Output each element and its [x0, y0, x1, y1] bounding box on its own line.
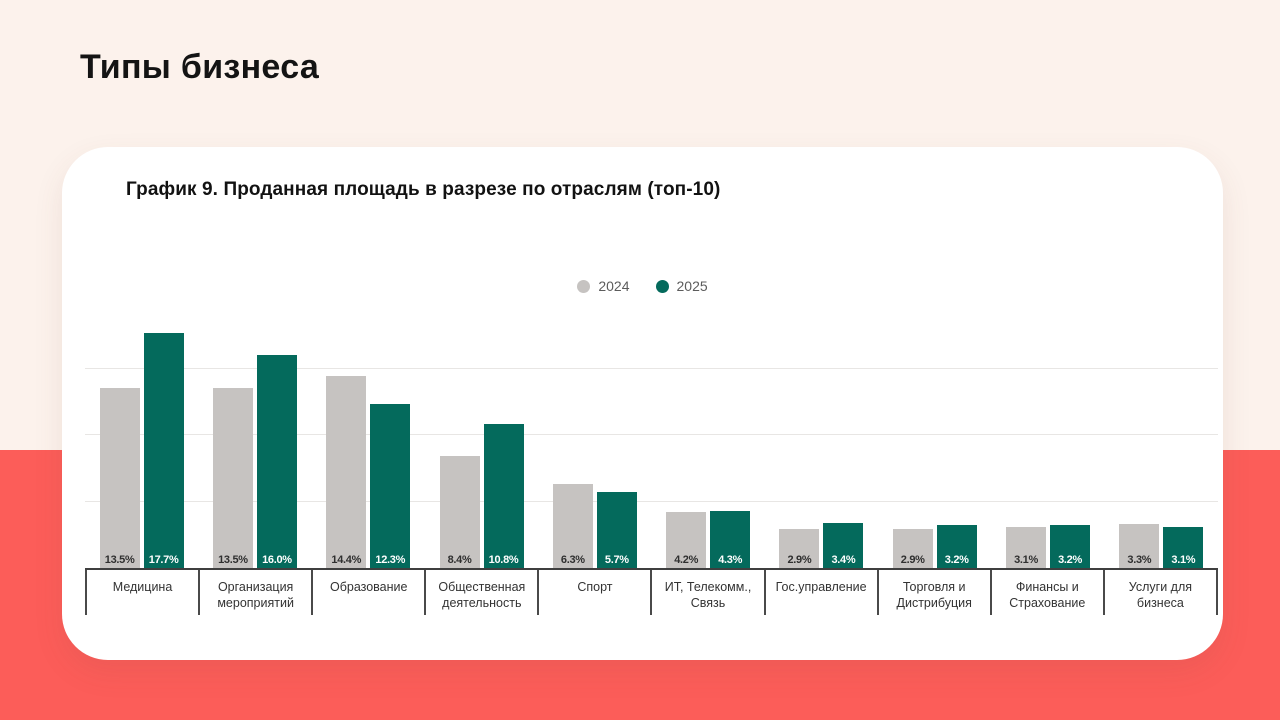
bar-2025: 3.1%	[1163, 526, 1204, 568]
slide-title: Типы бизнеса	[80, 48, 320, 86]
bar-2024: 6.3%	[552, 484, 593, 568]
bar-value-label: 3.3%	[1127, 554, 1152, 566]
bar-group: 3.1% 3.2%	[991, 525, 1104, 568]
bar-2025: 3.2%	[936, 525, 977, 568]
bar-2025: 5.7%	[596, 492, 637, 568]
bar-value-label: 2.9%	[787, 554, 812, 566]
grid-line	[85, 367, 1218, 369]
bar-group: 2.9% 3.4%	[765, 522, 878, 568]
bar-group: 3.3% 3.1%	[1105, 524, 1218, 568]
bar-group: 2.9% 3.2%	[878, 525, 991, 568]
chart-title: График 9. Проданная площадь в разрезе по…	[126, 179, 721, 200]
bar-value-label: 3.4%	[831, 554, 856, 566]
category-label: ИТ, Телекомм., Связь	[650, 570, 763, 615]
bar-value-label: 4.3%	[718, 554, 743, 566]
category-label: Организация мероприятий	[198, 570, 311, 615]
category-label: Образование	[311, 570, 424, 615]
bar-2024: 2.9%	[779, 529, 820, 568]
category-label: Медицина	[85, 570, 198, 615]
grid-line	[85, 434, 1218, 435]
bar-value-label: 3.1%	[1014, 554, 1038, 566]
bar-value-label: 3.2%	[1058, 554, 1082, 566]
legend-item: 2025	[655, 278, 708, 294]
grid-line	[85, 500, 1218, 502]
legend-dot-icon	[655, 279, 669, 293]
bar-2024: 13.5%	[212, 388, 253, 568]
bar-2025: 16.0%	[256, 355, 297, 568]
bar-2024: 8.4%	[439, 456, 480, 568]
bar-2024: 2.9%	[892, 529, 933, 568]
bar-2024: 3.1%	[1006, 526, 1047, 568]
bar-group: 4.2% 4.3%	[651, 510, 764, 568]
bar-value-label: 2.9%	[900, 554, 925, 566]
bar-2024: 4.2%	[666, 512, 707, 568]
bar-value-label: 10.8%	[488, 554, 519, 566]
bar-value-label: 4.2%	[674, 554, 699, 566]
bar-2024: 13.5%	[99, 388, 140, 568]
bar-2025: 12.3%	[370, 404, 411, 568]
category-label: Общественная деятельность	[424, 570, 537, 615]
bar-group: 13.5% 17.7%	[85, 332, 198, 568]
bar-2025: 3.2%	[1050, 525, 1091, 568]
bar-group: 13.5% 16.0%	[198, 355, 311, 568]
plot-area: 13.5% 17.7% 13.5% 16.0% 14.4% 12.3% 8.4% 10.8% 6…	[85, 328, 1218, 568]
bar-group: 14.4% 12.3%	[312, 376, 425, 568]
bar-group: 8.4% 10.8%	[425, 424, 538, 568]
bar-value-label: 12.3%	[375, 554, 406, 566]
bar-2025: 17.7%	[143, 332, 184, 568]
bar-value-label: 3.2%	[944, 554, 969, 566]
bar-chart: 13.5% 17.7% 13.5% 16.0% 14.4% 12.3% 8.4% 10.8% 6…	[85, 328, 1218, 615]
legend-label: 2024	[598, 278, 630, 294]
bar-value-label: 16.0%	[262, 554, 292, 566]
bar-2025: 3.4%	[823, 522, 864, 568]
chart-card: График 9. Проданная площадь в разрезе по…	[62, 147, 1223, 660]
bar-value-label: 5.7%	[604, 554, 629, 566]
legend-dot-icon	[577, 279, 591, 293]
bar-group: 6.3% 5.7%	[538, 484, 651, 568]
bar-2024: 14.4%	[326, 376, 367, 568]
legend-label: 2025	[676, 278, 708, 294]
bar-value-label: 14.4%	[331, 554, 362, 566]
bar-value-label: 3.1%	[1171, 554, 1196, 566]
bar-2025: 10.8%	[483, 424, 524, 568]
bar-value-label: 13.5%	[104, 554, 135, 566]
category-label: Торговля и Дистрибуция	[876, 570, 990, 615]
bar-value-label: 6.3%	[560, 554, 585, 566]
category-label: Спорт	[537, 570, 650, 615]
legend-item: 2024	[577, 278, 630, 294]
bar-2024: 3.3%	[1119, 524, 1160, 568]
bar-value-label: 8.4%	[447, 554, 472, 566]
bar-value-label: 13.5%	[218, 554, 248, 566]
x-axis: Медицина Организация мероприятий Образован…	[85, 568, 1218, 615]
bar-2025: 4.3%	[710, 510, 751, 568]
category-label: Финансы и Страхование	[989, 570, 1103, 615]
category-label: Гос.управление	[763, 570, 877, 615]
bar-value-label: 17.7%	[148, 554, 179, 566]
chart-legend: 2024 2025	[62, 278, 1223, 294]
category-label: Услуги для бизнеса	[1102, 570, 1218, 615]
